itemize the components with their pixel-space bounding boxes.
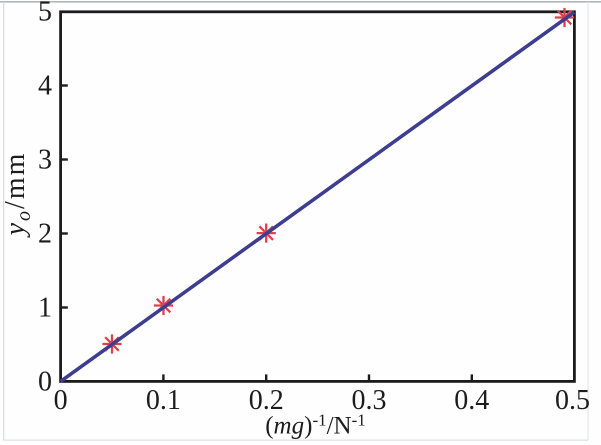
svg-text:0.1: 0.1 — [146, 385, 181, 416]
svg-text:yo/mm: yo/mm — [0, 152, 35, 239]
svg-text:0.4: 0.4 — [454, 385, 489, 416]
svg-text:0.3: 0.3 — [352, 385, 387, 416]
svg-text:4: 4 — [38, 71, 52, 102]
svg-text:2: 2 — [38, 219, 52, 250]
svg-text:0.5: 0.5 — [555, 385, 590, 416]
svg-text:5: 5 — [38, 0, 52, 28]
svg-text:0: 0 — [38, 367, 52, 398]
svg-text:0.2: 0.2 — [249, 385, 284, 416]
svg-text:1: 1 — [38, 293, 52, 324]
svg-text:3: 3 — [38, 145, 52, 176]
svg-text:(mg)-1/N-1: (mg)-1/N-1 — [265, 411, 366, 440]
svg-text:0: 0 — [54, 385, 68, 416]
